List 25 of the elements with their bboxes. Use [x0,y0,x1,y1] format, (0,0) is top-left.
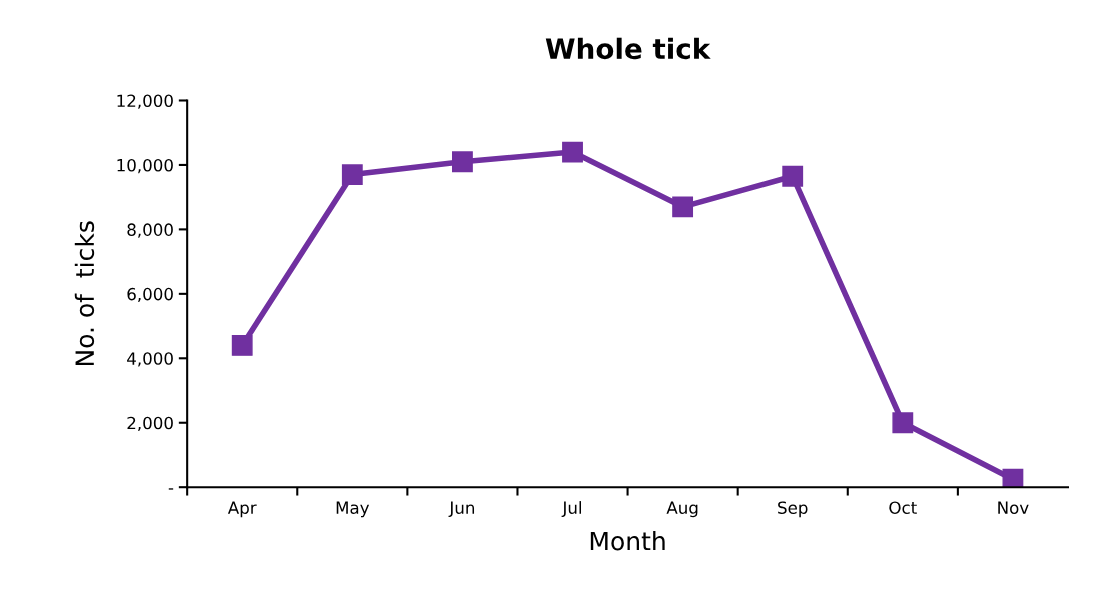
x-tick-label: Apr [227,501,257,518]
y-tick-label: 12,000 [117,94,173,109]
x-axis-title: Month [590,531,665,551]
x-tick-label: Jul [561,501,582,518]
point [782,165,804,187]
x-tick-label: Jun [448,501,475,518]
y-tick-label: - [168,488,174,490]
point [341,164,363,186]
y-tick-label: 8,000 [127,223,173,238]
y-tick-label: 10,000 [117,158,173,174]
point [231,334,253,356]
y-tick-label: 2,000 [127,416,173,432]
point [672,196,694,218]
point [892,412,914,434]
x-tick-label: Sep [778,501,808,518]
point [562,141,583,163]
point [452,151,473,173]
y-tick-label: 4,000 [127,352,173,367]
x-tick-label: Nov [998,501,1029,514]
x-tick-label: Aug [666,501,698,518]
x-tick-label: Oct [889,501,917,514]
y-tick-label: 6,000 [127,287,173,303]
y-axis-title: No. of ticks [74,221,95,366]
x-tick-label: May [336,501,370,518]
chart-title: Whole tick [545,37,711,60]
